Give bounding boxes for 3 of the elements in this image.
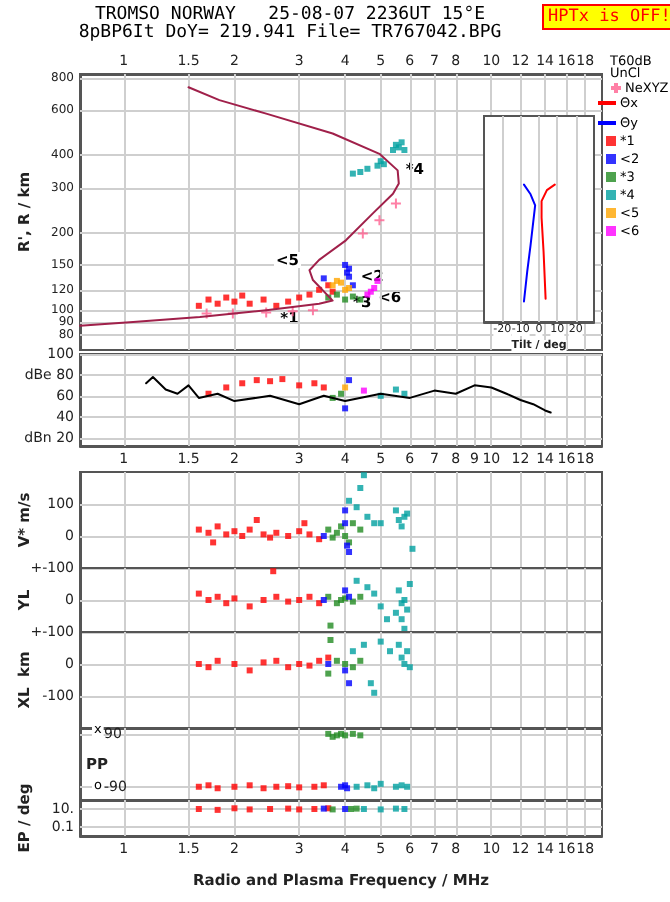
chart-subtitle: 8pBP6It DoY= 219.941 File= TR767042.BPG bbox=[78, 23, 502, 43]
text: HPTx is OFF! bbox=[548, 7, 670, 27]
chart-title: TROMSO NORWAY 25-08-07 2236UT 15°E bbox=[94, 5, 486, 25]
